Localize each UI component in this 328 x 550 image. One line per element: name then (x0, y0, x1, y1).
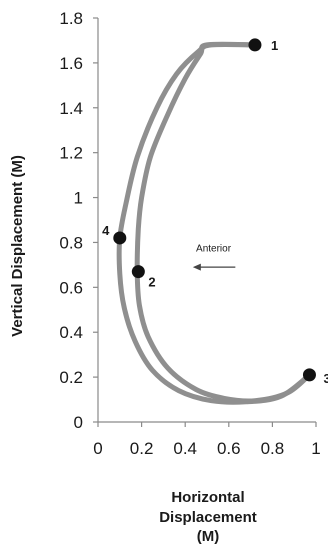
x-tick-label: 0.2 (130, 439, 154, 458)
event-point-4 (113, 231, 127, 245)
x-tick-label: 0.4 (173, 439, 197, 458)
event-point-label-2: 2 (148, 275, 155, 290)
anterior-arrow-head-icon (192, 263, 201, 271)
y-tick-label: 0 (74, 413, 83, 432)
y-tick-label: 1.4 (59, 99, 83, 118)
y-tick-label: 1 (74, 189, 83, 208)
y-tick-label: 0.4 (59, 323, 83, 342)
event-point-2 (131, 265, 145, 279)
y-tick-label: 1.6 (59, 54, 83, 73)
axes: 0 0.2 0.4 0.6 0.8 1 0 0.2 0.4 0.6 0.8 1 1.2 1.4 1.6 1.8 (59, 9, 320, 458)
y-tick-label: 0.2 (59, 368, 83, 387)
event-point-label-4: 4 (102, 223, 110, 238)
y-axis-title: Vertical Displacement (M) (9, 155, 26, 337)
x-tick-label: 0.8 (261, 439, 285, 458)
trajectory-series (116, 41, 312, 405)
trajectory-line-2 (116, 41, 312, 405)
x-axis-title-line-1: Horizontal (171, 489, 244, 506)
anterior-label: Anterior (196, 243, 232, 254)
event-points: 1 2 3 4 (102, 38, 328, 386)
x-axis-title-line-3: (M) (197, 528, 220, 545)
event-point-label-1: 1 (271, 38, 278, 53)
x-tick-label: 0.6 (217, 439, 241, 458)
x-axis-title-line-2: Displacement (159, 509, 257, 526)
y-tick-label: 1.8 (59, 9, 83, 28)
event-point-1 (248, 38, 262, 52)
x-tick-label: 0 (93, 439, 102, 458)
y-tick-label: 1.2 (59, 144, 83, 163)
event-point-label-3: 3 (323, 371, 328, 386)
x-tick-label: 1 (311, 439, 320, 458)
y-tick-label: 0.6 (59, 278, 83, 297)
event-point-3 (302, 368, 316, 382)
y-tick-label: 0.8 (59, 233, 83, 252)
direction-annotation: Anterior (192, 243, 236, 271)
